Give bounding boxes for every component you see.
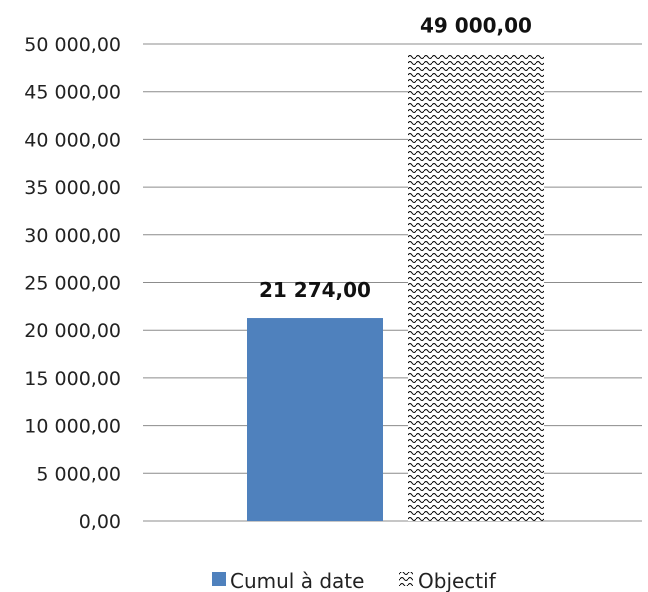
legend-swatch-objectif xyxy=(399,572,413,586)
y-tick-label: 10 000,00 xyxy=(24,416,121,438)
y-tick-label: 50 000,00 xyxy=(24,34,121,56)
y-tick-label: 30 000,00 xyxy=(24,225,121,247)
y-tick-label: 45 000,00 xyxy=(24,82,121,104)
legend-label-cumul: Cumul à date xyxy=(230,569,364,592)
gridlines xyxy=(143,44,642,521)
y-tick-label: 0,00 xyxy=(79,511,121,533)
y-tick-label: 25 000,00 xyxy=(24,273,121,295)
y-tick-label: 20 000,00 xyxy=(24,320,121,342)
legend-swatch-cumul xyxy=(212,572,226,586)
data-label: 49 000,00 xyxy=(420,14,532,38)
legend-label-objectif: Objectif xyxy=(418,569,497,592)
bar-cumul xyxy=(247,318,383,521)
data-label: 21 274,00 xyxy=(259,278,371,302)
bar-objectif xyxy=(408,54,544,521)
y-tick-label: 35 000,00 xyxy=(24,177,121,199)
y-tick-label: 15 000,00 xyxy=(24,368,121,390)
y-axis: 0,00 5 000,00 10 000,00 15 000,00 20 000,00 2… xyxy=(24,34,121,533)
y-tick-label: 40 000,00 xyxy=(24,129,121,151)
y-tick-label: 5 000,00 xyxy=(36,463,121,485)
legend: Cumul à date Objectif xyxy=(212,569,497,592)
